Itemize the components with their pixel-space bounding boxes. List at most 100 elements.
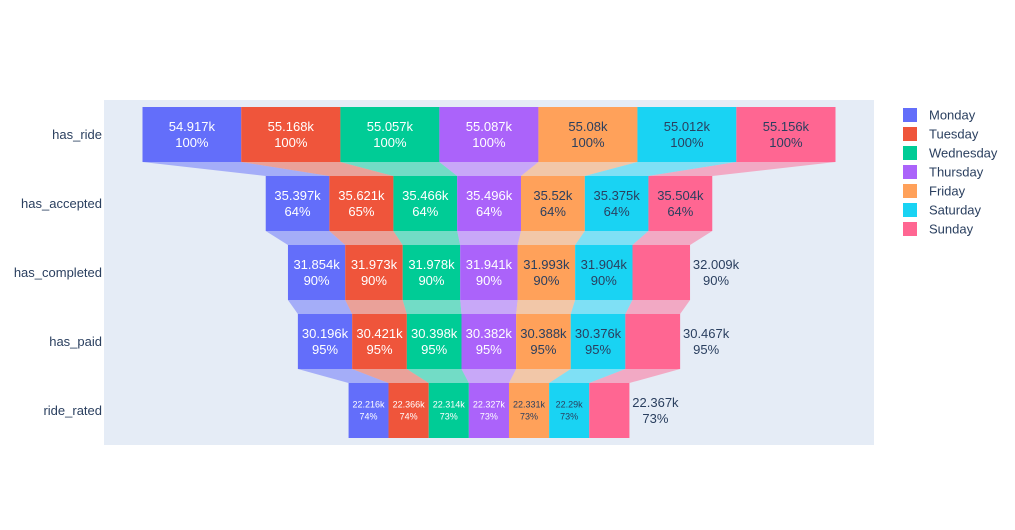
bar-friday-has_accepted[interactable]: [520, 176, 585, 231]
bar-saturday-has_paid[interactable]: [570, 314, 626, 369]
bar-thursday-has_paid[interactable]: [461, 314, 517, 369]
bar-friday-ride_rated[interactable]: [508, 383, 550, 438]
bar-tuesday-has_accepted[interactable]: [329, 176, 394, 231]
bar-percent-label: 95%: [693, 342, 719, 357]
y-tick-label-has_paid: has_paid: [49, 334, 102, 349]
bar-percent-label: 64%: [604, 204, 630, 219]
connector-friday-has_completed: [516, 300, 576, 314]
connector-wednesday-has_ride: [340, 162, 458, 176]
bar-wednesday-has_paid[interactable]: [406, 314, 462, 369]
bar-monday-has_paid[interactable]: [297, 314, 353, 369]
legend-label-thursday[interactable]: Thursday: [929, 165, 984, 180]
bar-tuesday-has_completed[interactable]: [345, 245, 403, 300]
bar-friday-has_ride[interactable]: [538, 107, 638, 162]
bar-saturday-ride_rated[interactable]: [549, 383, 590, 438]
bar-percent-label: 64%: [285, 204, 311, 219]
bar-percent-label: 100%: [571, 135, 605, 150]
legend-swatch-sunday[interactable]: [903, 222, 917, 236]
connector-saturday-has_ride: [584, 162, 737, 176]
legend-label-sunday[interactable]: Sunday: [929, 222, 974, 237]
y-tick-label-ride_rated: ride_rated: [43, 403, 102, 418]
connector-friday-has_ride: [520, 162, 638, 176]
connector-friday-has_paid: [508, 369, 571, 383]
bar-value-label: 35.375k: [594, 188, 641, 203]
bar-monday-has_ride[interactable]: [142, 107, 242, 162]
bar-saturday-has_ride[interactable]: [637, 107, 737, 162]
legend-label-tuesday[interactable]: Tuesday: [929, 127, 979, 142]
bar-percent-label: 74%: [360, 412, 378, 422]
bar-percent-label: 95%: [476, 342, 502, 357]
legend-swatch-saturday[interactable]: [903, 203, 917, 217]
y-tick-label-has_ride: has_ride: [52, 127, 102, 142]
bar-tuesday-ride_rated[interactable]: [388, 383, 429, 438]
bar-percent-label: 95%: [585, 342, 611, 357]
legend-label-wednesday[interactable]: Wednesday: [929, 146, 998, 161]
legend-swatch-friday[interactable]: [903, 184, 917, 198]
bar-tuesday-has_ride[interactable]: [241, 107, 341, 162]
connector-monday-has_accepted: [265, 231, 346, 245]
legend-label-friday[interactable]: Friday: [929, 184, 966, 199]
bar-percent-label: 65%: [348, 204, 374, 219]
connector-wednesday-has_completed: [402, 300, 462, 314]
bar-thursday-has_completed[interactable]: [460, 245, 518, 300]
bar-monday-has_completed[interactable]: [287, 245, 346, 300]
bar-saturday-has_completed[interactable]: [575, 245, 633, 300]
bar-value-label: 35.466k: [402, 188, 449, 203]
connector-thursday-has_paid: [461, 369, 517, 383]
bar-percent-label: 73%: [642, 411, 668, 426]
legend-label-monday[interactable]: Monday: [929, 108, 976, 123]
connector-sunday-has_ride: [648, 162, 836, 176]
legend-swatch-monday[interactable]: [903, 108, 917, 122]
bar-sunday-ride_rated[interactable]: [589, 383, 630, 438]
legend-label-saturday[interactable]: Saturday: [929, 203, 982, 218]
bar-sunday-has_paid[interactable]: [625, 314, 681, 369]
connector-thursday-has_completed: [460, 300, 518, 314]
bar-value-label: 32.009k: [693, 257, 740, 272]
bar-friday-has_paid[interactable]: [516, 314, 571, 369]
bar-value-label: 22.366k: [393, 400, 426, 410]
bar-value-label: 30.388k: [520, 326, 567, 341]
bar-percent-label: 74%: [400, 412, 418, 422]
bar-wednesday-has_accepted[interactable]: [393, 176, 458, 231]
bar-thursday-has_accepted[interactable]: [457, 176, 521, 231]
bar-monday-ride_rated[interactable]: [348, 383, 389, 438]
connector-saturday-has_accepted: [575, 231, 649, 245]
bar-wednesday-ride_rated[interactable]: [428, 383, 469, 438]
bar-monday-has_accepted[interactable]: [265, 176, 330, 231]
bar-value-label: 31.904k: [581, 257, 628, 272]
legend-swatch-thursday[interactable]: [903, 165, 917, 179]
bar-sunday-has_ride[interactable]: [736, 107, 836, 162]
connector-wednesday-has_paid: [406, 369, 469, 383]
bar-percent-label: 100%: [175, 135, 209, 150]
bar-percent-label: 73%: [480, 412, 498, 422]
bar-value-label: 30.467k: [683, 326, 730, 341]
bar-friday-has_completed[interactable]: [517, 245, 576, 300]
bar-tuesday-has_paid[interactable]: [352, 314, 407, 369]
bar-percent-label: 90%: [418, 273, 444, 288]
bar-value-label: 30.382k: [466, 326, 513, 341]
legend-swatch-tuesday[interactable]: [903, 127, 917, 141]
connector-friday-has_accepted: [517, 231, 585, 245]
bar-thursday-ride_rated[interactable]: [468, 383, 509, 438]
bar-value-label: 54.917k: [169, 119, 216, 134]
bar-sunday-has_accepted[interactable]: [648, 176, 713, 231]
bar-percent-label: 64%: [667, 204, 693, 219]
legend-swatch-wednesday[interactable]: [903, 146, 917, 160]
bar-value-label: 55.012k: [664, 119, 711, 134]
bar-value-label: 31.993k: [523, 257, 570, 272]
bar-percent-label: 90%: [304, 273, 330, 288]
bar-wednesday-has_completed[interactable]: [402, 245, 461, 300]
bar-value-label: 30.398k: [411, 326, 458, 341]
connector-monday-has_paid: [297, 369, 389, 383]
y-tick-label-has_accepted: has_accepted: [21, 196, 102, 211]
y-axis-ticks: has_ride has_accepted has_completed has_pai…: [14, 127, 102, 418]
bar-sunday-has_completed[interactable]: [632, 245, 691, 300]
bar-wednesday-has_ride[interactable]: [340, 107, 440, 162]
bar-value-label: 31.978k: [408, 257, 455, 272]
bar-value-label: 30.376k: [575, 326, 622, 341]
bar-value-label: 31.973k: [351, 257, 398, 272]
bar-saturday-has_accepted[interactable]: [584, 176, 649, 231]
bar-value-label: 22.367k: [632, 395, 679, 410]
bar-value-label: 30.421k: [356, 326, 403, 341]
bar-thursday-has_ride[interactable]: [439, 107, 539, 162]
